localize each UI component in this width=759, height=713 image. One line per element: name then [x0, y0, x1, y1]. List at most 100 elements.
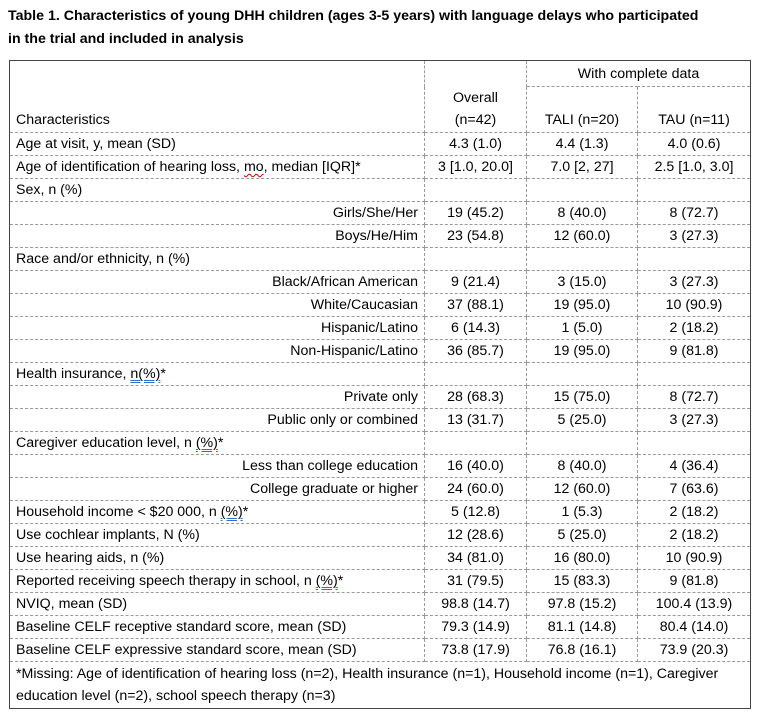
cell-tali: 19 (95.0) — [526, 293, 638, 317]
cell-tali: 16 (80.0) — [526, 546, 638, 570]
cell-tau: 8 (72.7) — [636, 201, 752, 225]
cell-tau: 3 (27.3) — [636, 270, 752, 294]
row-label-text: Reported receiving speech therapy in sch… — [16, 573, 316, 589]
cell-tali: 7.0 [2, 27] — [526, 155, 638, 179]
cell-overall: 13 (31.7) — [424, 408, 527, 432]
row-label-text: Health insurance, — [16, 366, 131, 382]
cell-tau: 2.5 [1.0, 3.0] — [636, 155, 752, 179]
section-row: Caregiver education level, n (%)* — [9, 431, 752, 455]
row-label-suffix: * — [337, 573, 344, 589]
section-row: Race and/or ethnicity, n (%) — [9, 247, 752, 271]
table-row: Private only 28 (68.3) 15 (75.0) 8 (72.7) — [9, 385, 752, 409]
cell-overall: 31 (79.5) — [424, 569, 527, 593]
cell-tau: 2 (18.2) — [636, 316, 752, 340]
row-label: Caregiver education level, n (%)* — [9, 431, 425, 455]
row-label-text: Age of identification of hearing loss, — [16, 159, 244, 175]
row-label-marked-text: (%) — [220, 504, 243, 520]
row-label: Non-Hispanic/Latino — [9, 339, 425, 363]
header-blank-cell — [424, 60, 527, 87]
row-label: Age of identification of hearing loss, m… — [9, 155, 425, 179]
table-row: Reported receiving speech therapy in sch… — [9, 569, 752, 593]
cell-tali: 19 (95.0) — [526, 339, 638, 363]
cell-blank — [636, 247, 752, 271]
cell-tau: 9 (81.8) — [636, 339, 752, 363]
row-label: Sex, n (%) — [9, 178, 425, 202]
cell-tau: 2 (18.2) — [636, 523, 752, 547]
row-label-text: Caregiver education level, n — [16, 435, 196, 451]
cell-tali: 8 (40.0) — [526, 201, 638, 225]
cell-tali: 76.8 (16.1) — [526, 638, 638, 662]
cell-blank — [424, 362, 527, 386]
section-row: Sex, n (%) — [9, 178, 752, 202]
cell-tali: 1 (5.0) — [526, 316, 638, 340]
cell-overall: 98.8 (14.7) — [424, 592, 527, 616]
row-label: Health insurance, n(%)* — [9, 362, 425, 386]
cell-overall: 16 (40.0) — [424, 454, 527, 478]
cell-blank — [526, 247, 638, 271]
cell-overall: 3 [1.0, 20.0] — [424, 155, 527, 179]
row-label: White/Caucasian — [9, 293, 425, 317]
row-label: Household income < $20 000, n (%)* — [9, 500, 425, 524]
header-overall: Overall (n=42) — [424, 86, 527, 133]
header-overall-line2: (n=42) — [454, 112, 497, 128]
cell-tali: 12 (60.0) — [526, 224, 638, 248]
header-tali: TALI (n=20) — [526, 86, 638, 133]
cell-tali: 5 (25.0) — [526, 408, 638, 432]
cell-overall: 4.3 (1.0) — [424, 132, 527, 156]
cell-blank — [424, 431, 527, 455]
table-row: Boys/He/Him 23 (54.8) 12 (60.0) 3 (27.3) — [9, 224, 752, 248]
table-row: Non-Hispanic/Latino 36 (85.7) 19 (95.0) 9 (… — [9, 339, 752, 363]
cell-tali: 8 (40.0) — [526, 454, 638, 478]
footnote: *Missing: Age of identification of heari… — [8, 661, 752, 709]
cell-tali: 4.4 (1.3) — [526, 132, 638, 156]
header-tau: TAU (n=11) — [636, 86, 752, 133]
row-label: Girls/She/Her — [9, 201, 425, 225]
row-label: Less than college education — [9, 454, 425, 478]
row-label-suffix: * — [160, 366, 166, 382]
cell-tau: 73.9 (20.3) — [636, 638, 752, 662]
row-label: Hispanic/Latino — [9, 316, 425, 340]
cell-overall: 24 (60.0) — [424, 477, 527, 501]
cell-overall: 23 (54.8) — [424, 224, 527, 248]
row-label: Race and/or ethnicity, n (%) — [9, 247, 425, 271]
row-label: College graduate or higher — [9, 477, 425, 501]
table-row: College graduate or higher 24 (60.0) 12 (6… — [9, 477, 752, 501]
row-label-marked-text: (%) — [315, 573, 338, 589]
cell-overall: 6 (14.3) — [424, 316, 527, 340]
cell-blank — [526, 178, 638, 202]
table-row: Household income < $20 000, n (%)* 5 (12.… — [9, 500, 752, 524]
row-label-marked-text: n(%) — [130, 366, 161, 382]
header-row-group: With complete data — [9, 60, 752, 87]
cell-tau: 8 (72.7) — [636, 385, 752, 409]
header-row-columns: Characteristics Overall (n=42) TALI (n=2… — [9, 86, 752, 133]
row-label-text: Household income < $20 000, n — [16, 504, 221, 520]
table-row: Age at visit, y, mean (SD) 4.3 (1.0) 4.4 (… — [9, 132, 752, 156]
row-label: Boys/He/Him — [9, 224, 425, 248]
header-characteristics: Characteristics — [9, 86, 425, 133]
row-label: Use hearing aids, n (%) — [9, 546, 425, 570]
cell-tau: 9 (81.8) — [636, 569, 752, 593]
row-label-marked-text: mo — [243, 159, 264, 175]
row-label-suffix: , median [IQR]* — [263, 159, 361, 175]
table-row: Black/African American 9 (21.4) 3 (15.0) 3 … — [9, 270, 752, 294]
row-label: Baseline CELF receptive standard score, … — [9, 615, 425, 639]
cell-overall: 28 (68.3) — [424, 385, 527, 409]
table-body: With complete data Characteristics Overa… — [8, 60, 752, 709]
table-row: Baseline CELF receptive standard score, … — [9, 615, 752, 639]
cell-blank — [424, 247, 527, 271]
table-row: Baseline CELF expressive standard score,… — [9, 638, 752, 662]
caption-line-2: in the trial and included in analysis — [8, 31, 244, 47]
row-label: Private only — [9, 385, 425, 409]
table-caption: Table 1. Characteristics of young DHH ch… — [8, 5, 753, 51]
footnote-row: *Missing: Age of identification of heari… — [8, 661, 752, 709]
cell-blank — [526, 431, 638, 455]
cell-overall: 79.3 (14.9) — [424, 615, 527, 639]
cell-overall: 73.8 (17.9) — [424, 638, 527, 662]
header-overall-line1: Overall — [453, 90, 498, 106]
header-blank-cell — [9, 60, 425, 87]
table-row: White/Caucasian 37 (88.1) 19 (95.0) 10 (90.… — [9, 293, 752, 317]
cell-tali: 15 (75.0) — [526, 385, 638, 409]
cell-overall: 5 (12.8) — [424, 500, 527, 524]
cell-tali: 15 (83.3) — [526, 569, 638, 593]
row-label: Black/African American — [9, 270, 425, 294]
